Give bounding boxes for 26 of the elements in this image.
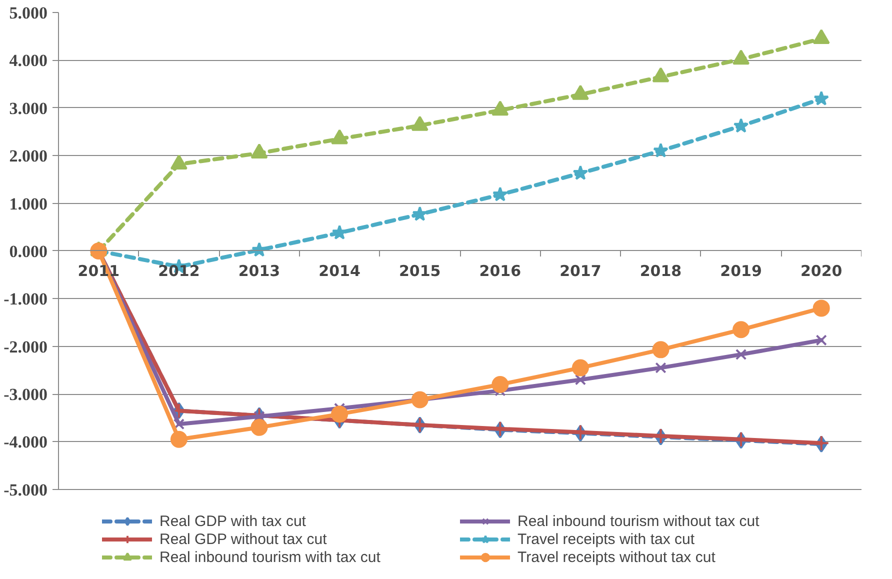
- legend-label: Travel receipts without tax cut: [518, 548, 716, 566]
- y-tick-label: 1.000: [9, 194, 48, 214]
- y-tick-label: -2.000: [4, 337, 48, 356]
- y-tick-label: 0.000: [9, 242, 48, 261]
- x-tick-label: 2016: [479, 262, 522, 280]
- x-tick-label: 2013: [238, 262, 280, 280]
- legend-label: Real GDP without tax cut: [160, 530, 328, 548]
- legend-label: Real inbound tourism with tax cut: [160, 548, 382, 566]
- y-tick-label: -5.000: [4, 480, 48, 500]
- y-tick-label: -3.000: [4, 385, 48, 404]
- legend-label: Real inbound tourism without tax cut: [518, 512, 760, 530]
- legend-label: Travel receipts with tax cut: [518, 530, 696, 548]
- x-tick-label: 2012: [158, 262, 200, 280]
- x-tick-label: 2018: [640, 262, 682, 280]
- x-tick-label: 2015: [398, 262, 441, 280]
- x-tick-label: 2014: [318, 262, 360, 280]
- y-tick-label: 2.000: [9, 146, 48, 166]
- x-tick-label: 2019: [720, 262, 762, 280]
- y-tick-label: -1.000: [4, 290, 48, 309]
- y-tick-label: 5.000: [9, 4, 48, 22]
- y-tick-label: 3.000: [9, 98, 48, 118]
- x-tick-label: 2020: [800, 262, 842, 280]
- y-tick-label: 4.000: [9, 51, 48, 70]
- legend-label: Real GDP with tax cut: [160, 512, 307, 530]
- x-tick-label: 2017: [560, 262, 602, 280]
- y-tick-label: -4.000: [4, 432, 48, 452]
